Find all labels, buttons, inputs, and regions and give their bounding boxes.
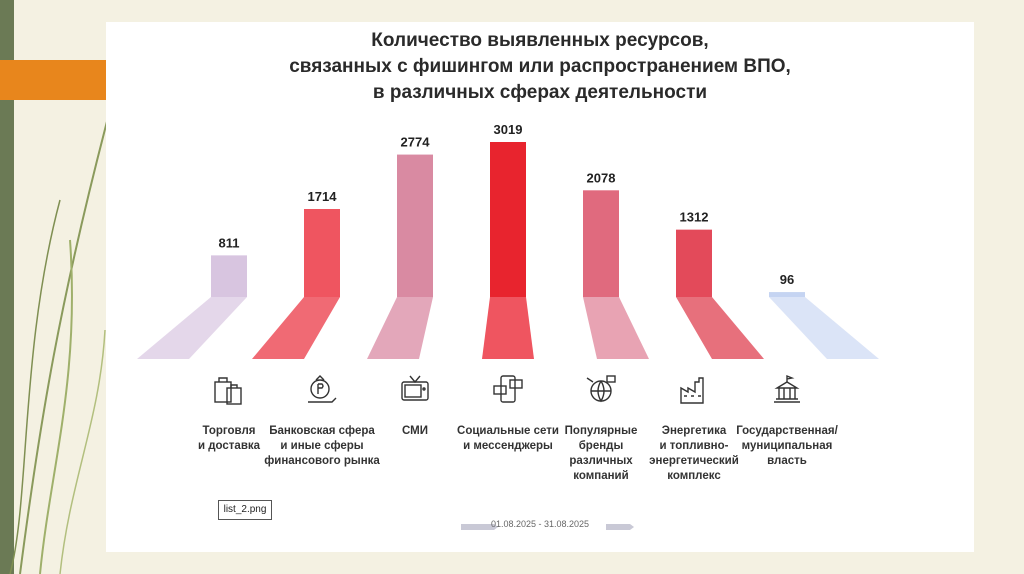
tv-icon (401, 375, 429, 401)
bar (490, 142, 526, 297)
chart-title-line: связанных с фишингом или распространение… (289, 56, 791, 77)
date-arrow-left (461, 524, 498, 530)
factory-icon (680, 377, 704, 404)
category-label-line: Банковская сфера (269, 425, 375, 437)
data-label: 2078 (587, 170, 616, 185)
bar (304, 209, 340, 297)
left-decor-strip (0, 0, 14, 574)
government-building-icon (774, 374, 800, 403)
data-label: 1312 (680, 210, 709, 225)
file-tag: list_2.png (218, 500, 272, 520)
category-label-line: Энергетика (661, 425, 727, 437)
chart-area: 811 1714 2774 3019 2078 1312 96 (137, 122, 879, 530)
category-label: Популярные бренды различных компаний (536, 424, 666, 484)
category-label-line: и мессенджеры (463, 440, 553, 452)
category-label-line: и доставка (197, 440, 261, 452)
bar (583, 190, 619, 297)
chart-title-line: Количество выявленных ресурсов, (371, 30, 709, 51)
category-label-line: муниципальная (741, 440, 833, 452)
bar-base (137, 297, 247, 359)
date-range-label: 01.08.2025 - 31.08.2025 (490, 519, 590, 529)
category-label: Энергетика и топливно-энергетический компл… (629, 424, 759, 484)
bar-base (769, 297, 879, 359)
orange-accent-tab (0, 60, 106, 100)
slide-canvas: Количество выявленных ресурсов, связанны… (106, 22, 974, 552)
category-label: Банковская сфера и иные сферы финансового … (257, 424, 387, 469)
date-arrow-right (606, 524, 634, 530)
data-label: 3019 (494, 122, 523, 137)
category-label-line: компаний (573, 470, 629, 482)
grass-decoration (9, 109, 111, 574)
data-label: 2774 (401, 135, 431, 150)
category-label-line: и топливно- (659, 440, 729, 452)
category-label-line: Социальные сети (457, 425, 559, 437)
data-label: 96 (780, 272, 794, 287)
category-label-line: комплекс (667, 470, 721, 482)
bar-base (252, 297, 340, 359)
category-label: Государственная/муниципальная власть (722, 424, 852, 469)
bar (769, 292, 805, 297)
category-label-line: различных (569, 455, 633, 467)
category-label-line: Государственная/ (736, 425, 838, 437)
bar-base (676, 297, 764, 359)
category-label-line: бренды (578, 440, 624, 452)
category-label-line: Торговля (202, 425, 256, 437)
category-label: СМИ (350, 424, 480, 439)
chart-title-line: в различных сферах деятельности (372, 82, 708, 103)
category-label-line: власть (767, 455, 807, 467)
category-label: Социальные сети и мессенджеры (443, 424, 573, 454)
data-label: 811 (219, 235, 240, 250)
bar (676, 229, 712, 297)
bar-base (367, 297, 433, 359)
bar (397, 154, 433, 297)
bar-base (583, 297, 649, 359)
globe-brands-icon (586, 375, 616, 403)
chart-title: Количество выявленных ресурсов, связанны… (106, 28, 974, 106)
category-label-line: и иные сферы (280, 440, 364, 452)
category-label-line: энергетический (649, 455, 739, 467)
shopping-bags-icon (214, 377, 242, 405)
category-label: Торговля и доставка (164, 424, 294, 454)
data-label: 1714 (308, 189, 338, 204)
category-label-line: Популярные (564, 425, 638, 437)
bar (211, 255, 247, 297)
category-label-line: СМИ (402, 425, 428, 437)
category-label-line: финансового рынка (264, 455, 380, 467)
money-bag-icon (308, 375, 337, 403)
bar-base (482, 297, 534, 359)
phone-chat-icon (493, 375, 523, 403)
